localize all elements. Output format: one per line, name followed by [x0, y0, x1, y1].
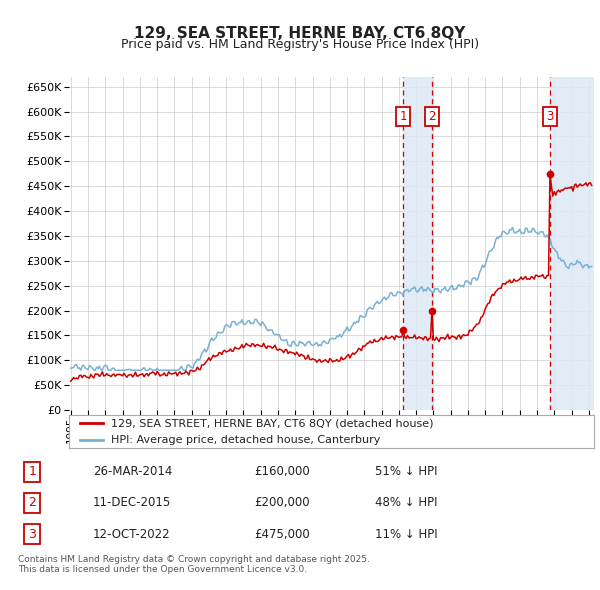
Text: 3: 3 [28, 527, 36, 540]
Text: 2: 2 [428, 110, 436, 123]
Text: £475,000: £475,000 [254, 527, 310, 540]
Text: Contains HM Land Registry data © Crown copyright and database right 2025.
This d: Contains HM Land Registry data © Crown c… [18, 555, 370, 574]
Text: 2: 2 [28, 496, 36, 510]
Text: £200,000: £200,000 [254, 496, 310, 510]
Text: 26-MAR-2014: 26-MAR-2014 [92, 466, 172, 478]
Text: Price paid vs. HM Land Registry's House Price Index (HPI): Price paid vs. HM Land Registry's House … [121, 38, 479, 51]
Text: 51% ↓ HPI: 51% ↓ HPI [375, 466, 437, 478]
Text: 12-OCT-2022: 12-OCT-2022 [92, 527, 170, 540]
Text: 129, SEA STREET, HERNE BAY, CT6 8QY (detached house): 129, SEA STREET, HERNE BAY, CT6 8QY (det… [111, 418, 433, 428]
Bar [550, 77, 594, 410]
Text: 129, SEA STREET, HERNE BAY, CT6 8QY: 129, SEA STREET, HERNE BAY, CT6 8QY [134, 25, 466, 41]
Text: 1: 1 [28, 466, 36, 478]
Bar [403, 77, 432, 410]
Text: 3: 3 [546, 110, 554, 123]
Text: HPI: Average price, detached house, Canterbury: HPI: Average price, detached house, Cant… [111, 435, 380, 445]
Text: 48% ↓ HPI: 48% ↓ HPI [375, 496, 437, 510]
Text: 11% ↓ HPI: 11% ↓ HPI [375, 527, 437, 540]
Text: 11-DEC-2015: 11-DEC-2015 [92, 496, 171, 510]
Text: 1: 1 [400, 110, 407, 123]
Text: £160,000: £160,000 [254, 466, 310, 478]
